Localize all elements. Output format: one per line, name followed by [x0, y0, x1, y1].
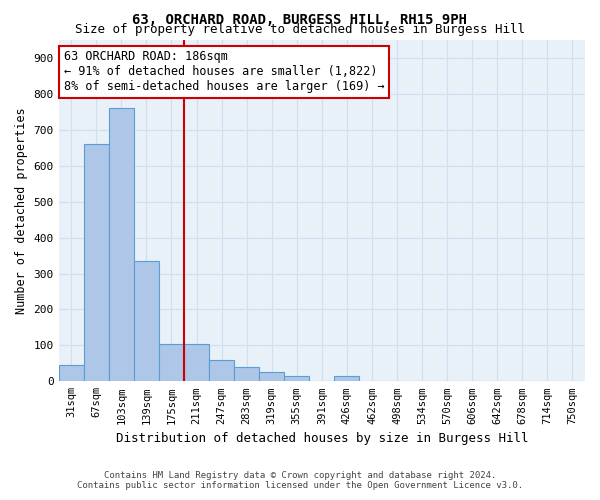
Bar: [334, 376, 359, 382]
Y-axis label: Number of detached properties: Number of detached properties: [15, 108, 28, 314]
Bar: [109, 108, 134, 382]
Text: 63 ORCHARD ROAD: 186sqm
← 91% of detached houses are smaller (1,822)
8% of semi-: 63 ORCHARD ROAD: 186sqm ← 91% of detache…: [64, 50, 385, 93]
Text: 63, ORCHARD ROAD, BURGESS HILL, RH15 9PH: 63, ORCHARD ROAD, BURGESS HILL, RH15 9PH: [133, 12, 467, 26]
Bar: [134, 261, 159, 382]
Bar: [159, 344, 184, 382]
Bar: [284, 376, 310, 382]
Bar: [234, 367, 259, 382]
Bar: [84, 144, 109, 382]
Bar: [184, 344, 209, 382]
X-axis label: Distribution of detached houses by size in Burgess Hill: Distribution of detached houses by size …: [116, 432, 528, 445]
Bar: [59, 365, 84, 382]
Text: Contains HM Land Registry data © Crown copyright and database right 2024.
Contai: Contains HM Land Registry data © Crown c…: [77, 470, 523, 490]
Bar: [259, 372, 284, 382]
Bar: [209, 360, 234, 382]
Text: Size of property relative to detached houses in Burgess Hill: Size of property relative to detached ho…: [75, 22, 525, 36]
